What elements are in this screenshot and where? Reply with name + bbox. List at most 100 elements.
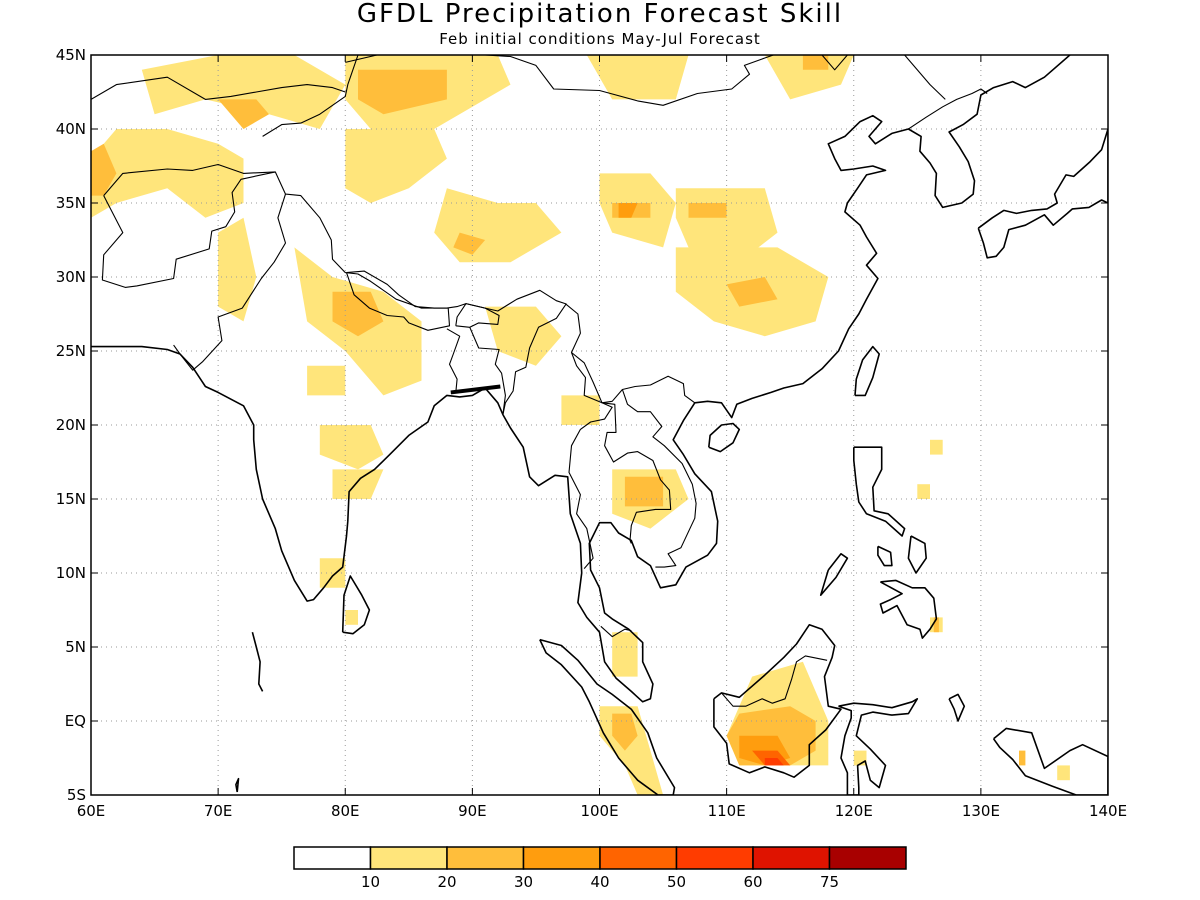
coastline [251, 631, 264, 692]
axis-ticks: 60E 70E 80E 90E 100E 110E 120E 130E 140E 45N 40N 35… [56, 46, 1127, 820]
country-border [345, 270, 451, 331]
skill-region [91, 143, 117, 196]
country-border [621, 389, 697, 568]
country-border [91, 76, 346, 100]
lat-tick-label: 35N [56, 194, 86, 212]
skill-region [485, 306, 562, 366]
coastline [977, 128, 1108, 259]
country-border [600, 625, 632, 638]
skill-region [726, 277, 778, 307]
lon-tick-label: 120E [835, 802, 873, 820]
coastline [948, 693, 966, 722]
colorbar-label: 75 [820, 873, 839, 891]
colorbar-swatch [369, 846, 448, 870]
lon-tick-label: 110E [708, 802, 746, 820]
lat-tick-label: 5N [65, 638, 86, 656]
colorbar-label: 50 [667, 873, 686, 891]
colorbar-label: 60 [743, 873, 762, 891]
skill-region [358, 69, 447, 115]
coastline [879, 579, 938, 639]
coastline-layer [91, 55, 1108, 795]
skill-region [802, 55, 829, 70]
lat-tick-label: 10N [56, 564, 86, 582]
skill-region [586, 55, 689, 100]
country-border [262, 55, 359, 137]
skill-shading-layer [91, 55, 1070, 795]
country-border [904, 55, 946, 100]
skill-region [141, 55, 346, 129]
lat-tick-label: 15N [56, 490, 86, 508]
country-border [908, 88, 988, 130]
skill-region [1057, 765, 1070, 781]
colorbar-swatch [752, 846, 831, 870]
colorbar-swatch [828, 846, 907, 870]
country-border [455, 303, 500, 328]
lon-tick-label: 60E [77, 802, 106, 820]
colorbar-swatch [522, 846, 601, 870]
skill-region [917, 484, 930, 499]
lon-tick-label: 70E [204, 802, 233, 820]
colorbar-swatch [446, 846, 525, 870]
coastline [992, 727, 1108, 795]
skill-region [764, 758, 784, 766]
colorbar-label: 40 [590, 873, 609, 891]
lat-tick-label: 20N [56, 416, 86, 434]
skill-region [434, 188, 562, 263]
skill-region [332, 469, 384, 499]
ganges-delta [450, 384, 501, 395]
lat-tick-label: 45N [56, 46, 86, 64]
skill-region [307, 365, 346, 396]
colorbar-label: 10 [361, 873, 380, 891]
skill-region [218, 217, 257, 322]
colorbar-swatch [293, 846, 372, 870]
skill-region [624, 476, 664, 507]
coastline [235, 777, 240, 793]
lat-tick-label: 30N [56, 268, 86, 286]
colorbar-swatch [599, 846, 678, 870]
skill-region [930, 439, 943, 455]
skill-region [618, 203, 638, 218]
lon-tick-label: 140E [1089, 802, 1127, 820]
map-title: GFDL Precipitation Forecast Skill [356, 0, 844, 29]
country-border [721, 655, 828, 707]
skill-region [218, 99, 269, 129]
colorbar-swatch [675, 846, 754, 870]
skill-region [319, 425, 384, 470]
lat-tick-label: 25N [56, 342, 86, 360]
skill-region [345, 610, 358, 625]
skill-region [1019, 750, 1026, 766]
colorbar-label: 20 [437, 873, 456, 891]
country-border [821, 55, 848, 71]
lat-tick-label: 5S [67, 786, 86, 804]
coastline [877, 545, 893, 567]
graticule [91, 55, 1108, 795]
skill-region [345, 129, 447, 203]
coastline [713, 623, 842, 779]
coastline [341, 575, 371, 635]
skill-region [319, 558, 346, 588]
country-border [345, 55, 410, 63]
country-border [568, 352, 613, 569]
lon-tick-label: 130E [962, 802, 1000, 820]
country-border [484, 55, 776, 106]
country-border [173, 193, 287, 371]
lat-tick-label: EQ [65, 712, 86, 730]
skill-region [561, 395, 600, 425]
lon-tick-label: 80E [331, 802, 360, 820]
skill-region [453, 232, 486, 255]
skill-region [612, 632, 638, 677]
country-border [446, 328, 461, 393]
coastline [91, 55, 1071, 703]
skill-region [91, 129, 244, 218]
coastline [819, 552, 849, 597]
lon-tick-label: 100E [580, 802, 618, 820]
lat-tick-label: 40N [56, 120, 86, 138]
map-subtitle: Feb initial conditions May-Jul Forecast [439, 30, 761, 48]
coastline [907, 535, 928, 574]
skill-region [688, 203, 727, 218]
coastline [854, 345, 881, 397]
skill-region [612, 713, 638, 751]
country-border [469, 327, 506, 415]
coastline [852, 446, 906, 537]
